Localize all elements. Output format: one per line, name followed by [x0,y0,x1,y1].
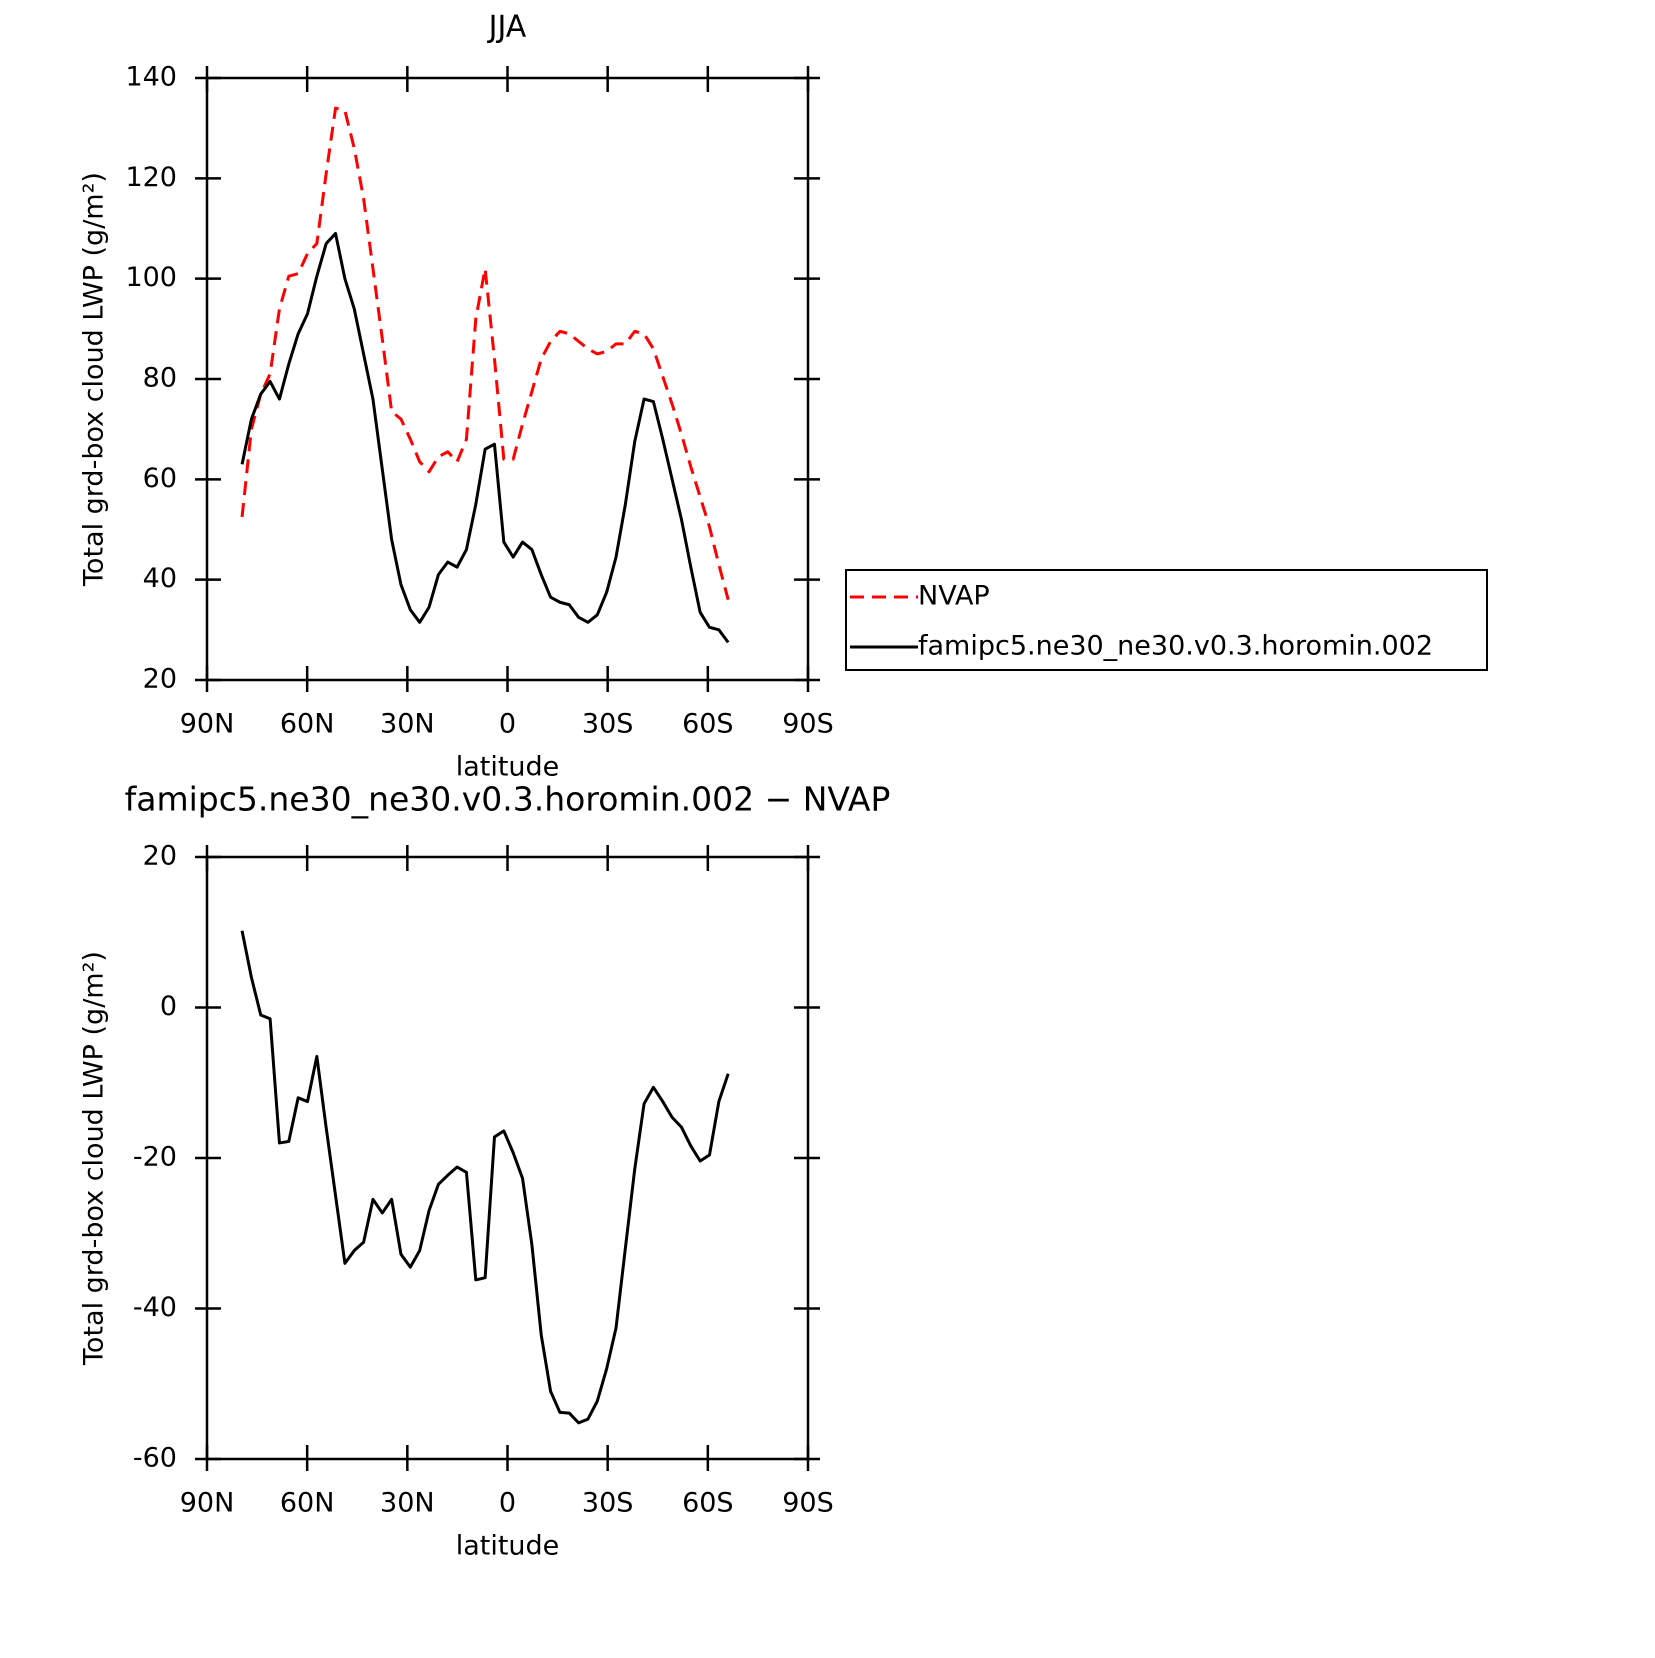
x-tick-label: 30S [582,709,634,740]
y-axis-title: Total grd-box cloud LWP (g/m²) [79,951,110,1366]
y-tick-label: -40 [133,1292,177,1323]
x-tick-label: 30N [380,1488,435,1519]
legend-label: NVAP [918,581,990,612]
y-tick-label: 140 [125,62,177,93]
x-tick-label: 0 [499,1488,516,1519]
y-tick-label: 0 [160,991,177,1022]
y-tick-label: 20 [143,664,177,695]
x-tick-label: 30N [380,709,435,740]
x-tick-label: 60S [682,1488,734,1519]
data-line [240,106,730,601]
x-tick-label: 90N [180,1488,235,1519]
plot-frame [205,855,810,1461]
x-tick-label: 90S [782,709,834,740]
data-line [240,232,730,644]
plot-frame [205,76,810,682]
x-tick-label: 60N [280,1488,335,1519]
y-tick-label: 120 [125,162,177,193]
x-tick-label: 90S [782,1488,834,1519]
y-tick-label: 60 [143,463,177,494]
x-tick-label: 60N [280,709,335,740]
y-tick-label: 80 [143,363,177,394]
x-tick-label: 90N [180,709,235,740]
chart-title: JJA [487,10,527,45]
x-axis-title: latitude [456,1531,560,1562]
y-tick-label: 40 [143,563,177,594]
y-tick-label: -60 [133,1443,177,1474]
legend: NVAP famipc5.ne30_ne30.v0.3.horomin.002 [845,569,1488,671]
x-tick-label: 60S [682,709,734,740]
x-tick-label: 30S [582,1488,634,1519]
legend-label: famipc5.ne30_ne30.v0.3.horomin.002 [918,631,1433,662]
y-tick-label: 100 [125,262,177,293]
chart-title: famipc5.ne30_ne30.v0.3.horomin.002 − NVA… [125,780,891,819]
y-tick-label: -20 [133,1142,177,1173]
x-axis-title: latitude [456,752,560,783]
y-axis-title: Total grd-box cloud LWP (g/m²) [79,172,110,587]
y-tick-label: 20 [143,841,177,872]
legend-box [845,569,1488,671]
data-line [240,930,730,1425]
x-tick-label: 0 [499,709,516,740]
